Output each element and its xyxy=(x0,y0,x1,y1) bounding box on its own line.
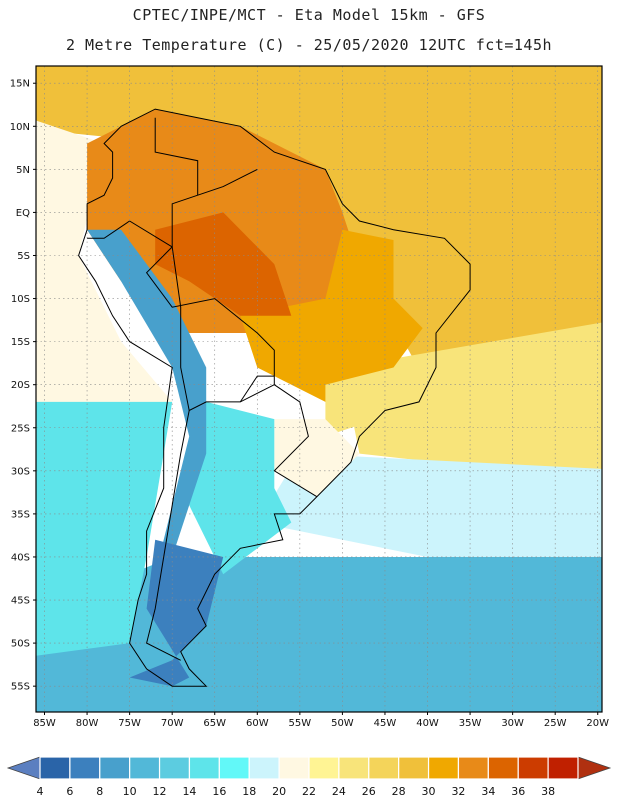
lon-tick-label: 75W xyxy=(118,718,141,729)
colorbar-tick-label: 6 xyxy=(66,785,73,798)
colorbar-tick-label: 8 xyxy=(96,785,103,798)
central-amazon-hot-core xyxy=(155,212,292,316)
colorbar-tick-label: 16 xyxy=(212,785,226,798)
ocean-south-atlantic-mid xyxy=(257,453,602,572)
border-bolivia-paraguay xyxy=(239,375,275,403)
map-frame xyxy=(35,65,603,713)
colorbar-tick-label: 26 xyxy=(362,785,376,798)
border-chile-argentina xyxy=(146,410,190,661)
colorbar-tick-label: 34 xyxy=(481,785,495,798)
lat-tick-label: 55S xyxy=(11,682,30,693)
longitude-axis: 85W 80W 75W 70W 65W 60W 55W 50W 45W 40W 35W 30W 25W 2… xyxy=(33,712,609,729)
lon-tick-label: 45W xyxy=(374,718,397,729)
colorbar-swatch xyxy=(368,756,400,780)
lat-tick-label: 5N xyxy=(16,165,30,176)
border-brazil-west xyxy=(145,168,318,498)
colorbar-tick-label: 22 xyxy=(302,785,316,798)
colorbar: 4 6 8 10 12 14 16 18 20 22 24 26 28 30 32 34 36 38 xyxy=(6,756,612,798)
colorbar-swatch xyxy=(547,756,579,780)
map-plot-area xyxy=(36,66,602,712)
lat-tick-label: 20S xyxy=(11,380,30,391)
lon-tick-label: 35W xyxy=(459,718,482,729)
colorbar-tick-label: 36 xyxy=(511,785,525,798)
lon-tick-label: 85W xyxy=(33,718,56,729)
lat-tick-label: 35S xyxy=(11,509,30,520)
central-brazil xyxy=(240,229,445,402)
border-colombia-venezuela xyxy=(154,117,199,196)
lon-tick-label: 55W xyxy=(289,718,312,729)
colorbar-swatch xyxy=(218,756,250,780)
lat-tick-label: 40S xyxy=(11,552,30,563)
colorbar-tick-label: 4 xyxy=(37,785,44,798)
lat-tick-label: 50S xyxy=(11,639,30,650)
ocean-pacific-tropical xyxy=(36,120,173,416)
lat-tick-label: 15S xyxy=(11,337,30,348)
colorbar-swatch xyxy=(338,756,370,780)
colorbar-tick-label: 12 xyxy=(153,785,167,798)
border-ecuador-peru xyxy=(87,220,130,239)
lon-tick-label: 25W xyxy=(544,718,567,729)
ocean-pacific-south xyxy=(36,401,173,656)
patagonia xyxy=(129,539,224,687)
lat-tick-label: 30S xyxy=(11,466,30,477)
colorbar-swatch xyxy=(278,756,310,780)
ocean-south-atlantic-subtropical xyxy=(342,322,602,483)
lon-tick-label: 30W xyxy=(501,718,524,729)
title-source: CPTEC/INPE/MCT - Eta Model 15km - GFS xyxy=(132,6,486,24)
lat-tick-label: 10N xyxy=(10,122,30,133)
colorbar-swatch xyxy=(248,756,280,780)
colorbar-swatch xyxy=(398,756,430,780)
lat-tick-label: 15N xyxy=(10,79,30,90)
lat-tick-label: EQ xyxy=(16,208,30,219)
lon-tick-label: 80W xyxy=(76,718,99,729)
colorbar-swatch xyxy=(158,756,191,780)
border-andes-states xyxy=(129,220,275,412)
colorbar-swatch xyxy=(99,756,131,780)
colorbar-swatch xyxy=(308,756,340,780)
south-brazil xyxy=(274,419,360,497)
colorbar-tick-label: 14 xyxy=(182,785,196,798)
ocean-north-atlantic xyxy=(36,66,602,178)
lat-tick-label: 25S xyxy=(11,423,30,434)
colorbar-tick-label: 30 xyxy=(422,785,436,798)
country-borders xyxy=(78,108,471,687)
lon-tick-label: 50W xyxy=(331,718,354,729)
lon-tick-label: 40W xyxy=(416,718,439,729)
colorbar-swatch xyxy=(39,756,71,780)
colorbar-high-arrow xyxy=(577,756,612,780)
colorbar-low-arrow xyxy=(6,756,41,780)
lat-tick-label: 10S xyxy=(11,294,30,305)
colorbar-swatch xyxy=(188,756,220,780)
colorbar-tick-label: 32 xyxy=(451,785,465,798)
andes xyxy=(87,229,207,575)
colorbar-swatch xyxy=(517,756,549,780)
colorbar-swatch xyxy=(427,756,460,780)
colorbar-tick-label: 24 xyxy=(332,785,346,798)
lon-tick-label: 20W xyxy=(586,718,609,729)
colorbar-swatch xyxy=(69,756,101,780)
lon-tick-label: 70W xyxy=(161,718,184,729)
lon-tick-label: 65W xyxy=(203,718,226,729)
lon-tick-label: 60W xyxy=(246,718,269,729)
colorbar-tick-label: 10 xyxy=(123,785,137,798)
colorbar-tick-label: 28 xyxy=(392,785,406,798)
lat-tick-label: 5S xyxy=(17,251,30,262)
colorbar-tick-label: 38 xyxy=(541,785,555,798)
colorbar-tick-label: 18 xyxy=(242,785,256,798)
lat-tick-label: 45S xyxy=(11,596,30,607)
colorbar-tick-label: 20 xyxy=(272,785,286,798)
latitude-axis: 15N 10N 5N EQ 5S 10S 15S 20S 25S 30S 35S 40S 45S 50S 5… xyxy=(10,79,36,693)
colorbar-swatch xyxy=(457,756,489,780)
colorbar-swatch xyxy=(129,756,161,780)
south-america-coastline xyxy=(78,108,471,687)
colorbar-swatch xyxy=(487,756,519,780)
title-variable: 2 Metre Temperature (C) - 25/05/2020 12U… xyxy=(65,36,553,54)
